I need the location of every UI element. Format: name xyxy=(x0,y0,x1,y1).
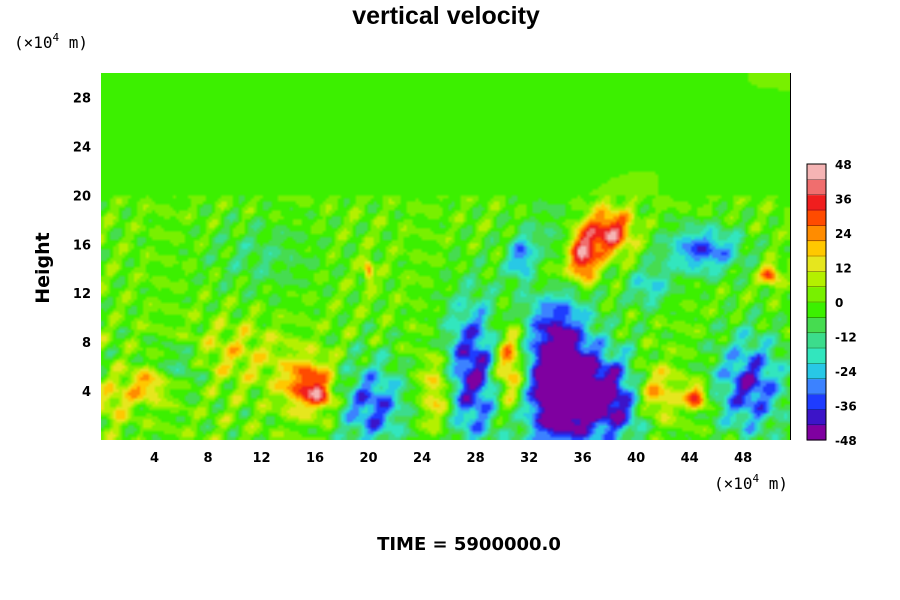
x-tick-label: 24 xyxy=(413,451,431,466)
colorbar-frame xyxy=(806,163,827,441)
colorbar-tick-label: -24 xyxy=(835,365,857,379)
colorbar-tick-label: -12 xyxy=(835,331,857,345)
colorbar-tick-label: 48 xyxy=(835,158,852,172)
x-unit-label: (×104 m) xyxy=(714,472,788,493)
x-tick-label: 32 xyxy=(520,451,538,466)
colorbar-segment xyxy=(807,271,826,288)
colorbar-tick-label: 12 xyxy=(835,262,852,276)
colorbar-segment xyxy=(807,424,826,441)
colorbar xyxy=(806,163,827,441)
colorbar-segment xyxy=(807,332,826,349)
y-tick-label: 24 xyxy=(73,140,91,155)
colorbar-tick-labels: 48 36 24 12 0 -12 -24 -36 -48 xyxy=(835,158,857,448)
colorbar-segment xyxy=(807,194,826,211)
colorbar-segment xyxy=(807,394,826,410)
x-tick-labels: 4 8 12 16 20 24 28 32 36 40 44 48 xyxy=(150,451,752,466)
y-axis-label: Height xyxy=(32,232,54,304)
y-tick-label: 4 xyxy=(82,385,91,400)
colorbar-tick-label: 24 xyxy=(835,227,852,241)
colorbar-segment xyxy=(807,348,826,364)
colorbar-segment xyxy=(807,164,826,180)
y-tick-label: 16 xyxy=(73,238,91,253)
x-tick-label: 4 xyxy=(150,451,159,466)
time-label: TIME = 5900000.0 xyxy=(377,534,561,555)
x-tick-label: 8 xyxy=(204,451,213,466)
colorbar-tick-label: -48 xyxy=(835,434,857,448)
colorbar-segment xyxy=(807,225,826,242)
colorbar-segment xyxy=(807,363,826,380)
x-tick-label: 36 xyxy=(574,451,592,466)
colorbar-segment xyxy=(807,240,826,257)
x-tick-label: 40 xyxy=(627,451,645,466)
colorbar-segment xyxy=(807,317,826,334)
x-tick-label: 44 xyxy=(681,451,699,466)
colorbar-tick-label: 36 xyxy=(835,193,852,207)
colorbar-segment xyxy=(807,302,826,318)
x-tick-label: 16 xyxy=(306,451,324,466)
colorbar-segment xyxy=(807,378,826,395)
colorbar-segment xyxy=(807,256,826,272)
y-tick-label: 28 xyxy=(73,91,91,106)
colorbar-tick-label: -36 xyxy=(835,400,857,414)
colorbar-tick-label: 0 xyxy=(835,296,843,310)
colorbar-segment xyxy=(807,179,826,196)
y-tick-label: 8 xyxy=(82,336,91,351)
y-tick-labels: 4 8 12 16 20 24 28 xyxy=(73,91,91,400)
y-tick-label: 20 xyxy=(73,189,91,204)
colorbar-segment xyxy=(807,409,826,426)
x-tick-label: 48 xyxy=(734,451,752,466)
heatmap-image xyxy=(101,73,790,440)
y-tick-label: 12 xyxy=(73,287,91,302)
colorbar-segment xyxy=(807,286,826,303)
y-unit-label: (×104 m) xyxy=(14,31,88,52)
x-tick-label: 20 xyxy=(360,451,378,466)
x-tick-label: 28 xyxy=(467,451,485,466)
plot-area xyxy=(101,73,791,440)
chart-title: vertical velocity xyxy=(352,2,540,30)
x-tick-label: 12 xyxy=(252,451,270,466)
colorbar-segment xyxy=(807,210,826,226)
